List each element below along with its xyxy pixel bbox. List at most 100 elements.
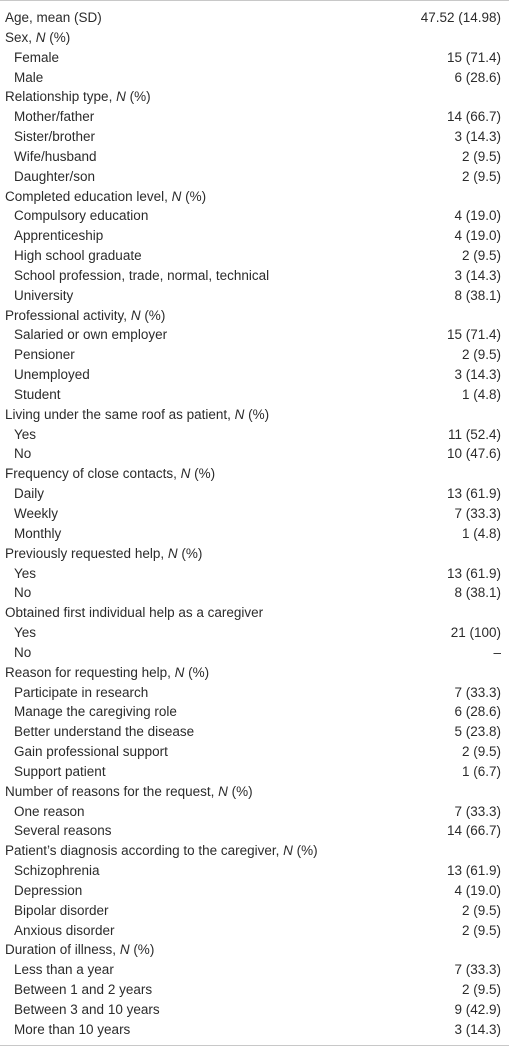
item-label: Unemployed [14, 367, 90, 383]
section-row: Relationship type, N (%) [0, 87, 509, 107]
item-label: No [14, 644, 32, 660]
section-row: Frequency of close contacts, N (%) [0, 464, 509, 484]
item-row: School profession, trade, normal, techni… [0, 266, 509, 286]
item-row: Male 6 (28.6) [0, 68, 509, 88]
value-cell: 13 (61.9) [446, 863, 501, 879]
item-row: Student 1 (4.8) [0, 385, 509, 405]
section-row: Professional activity, N (%) [0, 306, 509, 326]
item-row: Bipolar disorder 2 (9.5) [0, 901, 509, 921]
value-cell: 3 (14.3) [454, 1021, 501, 1037]
item-row: Depression 4 (19.0) [0, 881, 509, 901]
value-cell: 4 (19.0) [454, 882, 501, 898]
item-row: Monthly 1 (4.8) [0, 524, 509, 544]
item-label: No [14, 446, 32, 462]
value-cell: 9 (42.9) [454, 1002, 501, 1017]
section-label: Reason for requesting help, N (%) [5, 664, 210, 680]
item-label: Apprenticeship [14, 228, 104, 244]
item-row: Several reasons 14 (66.7) [0, 821, 509, 841]
item-row: Weekly 7 (33.3) [0, 504, 509, 524]
value-cell: 5 (23.8) [454, 724, 501, 740]
item-row: Daughter/son 2 (9.5) [0, 167, 509, 187]
value-cell: 10 (47.6) [446, 446, 501, 462]
item-row: University 8 (38.1) [0, 286, 509, 306]
value-cell: 2 (9.5) [461, 922, 501, 938]
item-row: Support patient 1 (6.7) [0, 762, 509, 782]
item-label: Daughter/son [14, 168, 96, 184]
section-label: Frequency of close contacts, N (%) [5, 466, 216, 482]
value-cell: – [493, 644, 501, 660]
value-cell: 47.52 (14.98) [420, 10, 501, 25]
item-label: Yes [14, 625, 37, 641]
item-row: Sister/brother 3 (14.3) [0, 127, 509, 147]
item-row: Manage the caregiving role 6 (28.6) [0, 702, 509, 722]
item-row: Daily 13 (61.9) [0, 484, 509, 504]
item-label: Pensioner [14, 347, 75, 363]
item-label: Sister/brother [14, 129, 96, 145]
value-cell: 7 (33.3) [454, 962, 501, 978]
section-label: Patient’s diagnosis according to the car… [5, 843, 318, 859]
section-label: Duration of illness, N (%) [5, 942, 155, 958]
section-row: Patient’s diagnosis according to the car… [0, 841, 509, 861]
item-label: Wife/husband [14, 148, 97, 164]
section-label: Relationship type, N (%) [5, 89, 151, 105]
item-row: Female 15 (71.4) [0, 48, 509, 68]
item-label: Salaried or own employer [14, 327, 168, 343]
item-label: Less than a year [14, 962, 114, 978]
item-label: Daily [14, 486, 45, 502]
value-cell: 3 (14.3) [454, 367, 501, 383]
item-row: Less than a year 7 (33.3) [0, 960, 509, 980]
value-cell: 6 (28.6) [454, 704, 501, 720]
section-row: Sex, N (%) [0, 28, 509, 48]
value-cell: 8 (38.1) [454, 287, 501, 303]
item-row: Salaried or own employer 15 (71.4) [0, 325, 509, 345]
value-cell: 2 (9.5) [461, 902, 501, 918]
item-row: Yes 11 (52.4) [0, 425, 509, 445]
value-cell: 3 (14.3) [454, 267, 501, 283]
section-label: Obtained first individual help as a care… [5, 605, 264, 621]
section-label: Number of reasons for the request, N (%) [5, 783, 253, 799]
value-cell: 21 (100) [450, 625, 501, 641]
item-row: Between 3 and 10 years 9 (42.9) [0, 1000, 509, 1020]
section-label: Age, mean (SD) [5, 10, 102, 25]
item-label: Female [14, 49, 60, 65]
item-label: Weekly [14, 506, 59, 521]
value-cell: 2 (9.5) [461, 347, 501, 363]
value-cell: 13 (61.9) [446, 486, 501, 502]
item-row: Wife/husband 2 (9.5) [0, 147, 509, 167]
section-row: Number of reasons for the request, N (%) [0, 782, 509, 802]
item-label: Yes [14, 426, 37, 442]
item-row: One reason 7 (33.3) [0, 802, 509, 822]
section-row: Duration of illness, N (%) [0, 940, 509, 960]
section-row: Completed education level, N (%) [0, 187, 509, 207]
value-cell: 7 (33.3) [454, 684, 501, 700]
item-label: One reason [14, 803, 85, 819]
section-row: Living under the same roof as patient, N… [0, 405, 509, 425]
item-row: Participate in research 7 (33.3) [0, 683, 509, 703]
item-label: No [14, 585, 32, 601]
item-row: Pensioner 2 (9.5) [0, 345, 509, 365]
value-cell: 1 (4.8) [461, 525, 501, 541]
item-label: Several reasons [14, 823, 112, 839]
section-label: Living under the same roof as patient, N… [5, 406, 270, 422]
item-row: Gain professional support 2 (9.5) [0, 742, 509, 762]
item-label: Better understand the disease [14, 724, 195, 740]
value-cell: 2 (9.5) [461, 168, 501, 184]
section-label: Previously requested help, N (%) [5, 545, 203, 561]
item-label: Anxious disorder [14, 922, 115, 938]
item-label: Bipolar disorder [14, 902, 109, 918]
item-row: Unemployed 3 (14.3) [0, 365, 509, 385]
item-label: Mother/father [14, 109, 95, 125]
item-row: No – [0, 643, 509, 663]
value-cell: 3 (14.3) [454, 129, 501, 145]
item-row: Yes 13 (61.9) [0, 564, 509, 584]
item-label: Between 1 and 2 years [14, 982, 153, 998]
value-cell: 6 (28.6) [454, 69, 501, 85]
item-label: University [14, 287, 74, 303]
item-row: No 8 (38.1) [0, 583, 509, 603]
item-label: Between 3 and 10 years [14, 1002, 160, 1017]
item-label: Schizophrenia [14, 863, 100, 879]
value-cell: 4 (19.0) [454, 208, 501, 224]
value-cell: 14 (66.7) [446, 109, 501, 125]
section-label: Professional activity, N (%) [5, 307, 166, 323]
section-label: Completed education level, N (%) [5, 188, 207, 204]
